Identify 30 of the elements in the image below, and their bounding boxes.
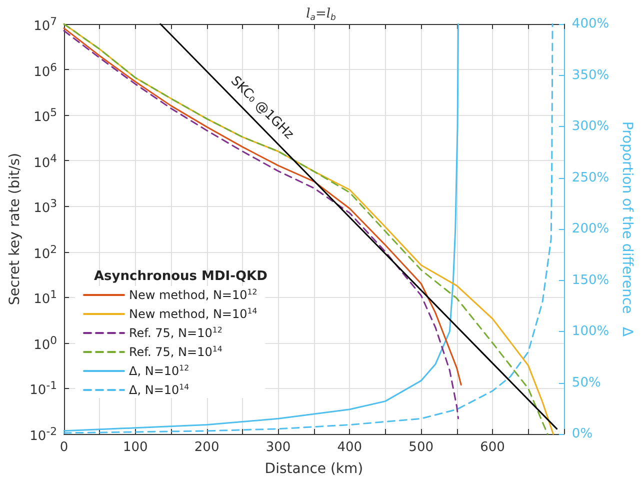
- y-tick-label: 10$^{-1}$: [30, 378, 57, 399]
- x-tick-label: 0: [60, 440, 68, 455]
- y2-tick-label: 100%: [572, 324, 610, 339]
- x-tick-label: 600: [480, 440, 505, 455]
- x-axis-title: Distance (km): [264, 461, 364, 477]
- y-tick-label: 10$^{4}$: [34, 150, 57, 171]
- y-tick-label: 10$^{5}$: [34, 104, 57, 126]
- y2-tick-label: 0%: [572, 426, 593, 442]
- y-tick-label: 10$^{2}$: [34, 242, 57, 262]
- legend-title: Asynchronous MDI-QKD: [94, 269, 268, 284]
- y2-tick-label: 50%: [572, 375, 601, 390]
- x-tick-label: 100: [122, 440, 148, 455]
- y-tick-label: 10$^{3}$: [34, 196, 57, 216]
- y2-tick-label: 150%: [572, 272, 610, 288]
- x-tick-label: 400: [337, 440, 362, 455]
- y-tick-label: 10$^{7}$: [34, 14, 57, 34]
- y2-tick-label: 400%: [572, 16, 610, 32]
- y-tick-label: 10$^{1}$: [34, 287, 57, 308]
- y-tick-label: 10$^{0}$: [34, 332, 57, 354]
- y2-tick-label: 200%: [572, 222, 610, 236]
- y-axis-title: Secret key rate (bit/s): [7, 152, 23, 306]
- x-tick-label: 200: [194, 440, 220, 455]
- y2-axis-title: Proportion of the difference Δ: [619, 121, 635, 338]
- y-tick-label: 10$^{-2}$: [30, 424, 57, 444]
- y2-tick-label: 300%: [572, 119, 610, 134]
- y-tick-label: 10$^{6}$: [34, 59, 57, 80]
- x-tick-label: 500: [408, 440, 434, 455]
- y2-tick-label: 350%: [572, 68, 610, 83]
- x-tick-label: 300: [266, 440, 291, 455]
- y2-tick-label: 250%: [572, 170, 610, 186]
